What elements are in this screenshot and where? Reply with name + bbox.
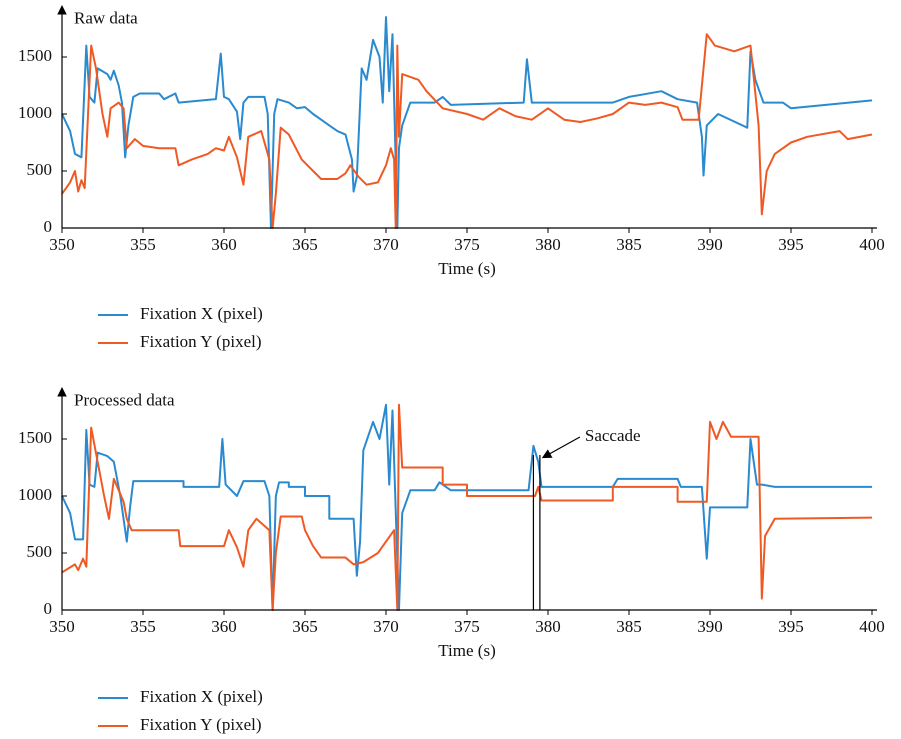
annotation-label: Saccade <box>585 426 641 445</box>
x-axis-label: Time (s) <box>438 259 495 278</box>
legend-label: Fixation Y (pixel) <box>140 332 262 351</box>
data-line <box>61 16 873 229</box>
panel-title: Raw data <box>74 8 138 27</box>
y-tick-label: 1000 <box>18 485 52 504</box>
legend-label: Fixation Y (pixel) <box>140 715 262 734</box>
x-tick-label: 350 <box>49 617 75 636</box>
x-tick-label: 390 <box>697 235 723 254</box>
x-tick-label: 370 <box>373 235 399 254</box>
x-tick-label: 365 <box>292 617 318 636</box>
x-tick-label: 380 <box>535 235 561 254</box>
x-tick-label: 355 <box>130 235 156 254</box>
x-tick-label: 355 <box>130 617 156 636</box>
x-tick-label: 350 <box>49 235 75 254</box>
x-tick-label: 385 <box>616 235 642 254</box>
y-tick-label: 500 <box>27 160 53 179</box>
x-tick-label: 375 <box>454 235 480 254</box>
y-tick-label: 0 <box>44 217 53 236</box>
x-tick-label: 390 <box>697 617 723 636</box>
x-axis-label: Time (s) <box>438 641 495 660</box>
y-tick-label: 1000 <box>18 103 52 122</box>
x-tick-label: 380 <box>535 617 561 636</box>
x-tick-label: 385 <box>616 617 642 636</box>
x-tick-label: 400 <box>859 235 885 254</box>
y-tick-label: 0 <box>44 599 53 618</box>
y-tick-label: 1500 <box>18 46 52 65</box>
x-tick-label: 360 <box>211 235 237 254</box>
legend-label: Fixation X (pixel) <box>140 687 263 706</box>
panel-title: Processed data <box>74 390 175 409</box>
data-line <box>61 33 873 229</box>
x-tick-label: 375 <box>454 617 480 636</box>
annotation-arrow <box>541 436 581 459</box>
x-tick-label: 365 <box>292 235 318 254</box>
x-tick-label: 400 <box>859 617 885 636</box>
x-tick-label: 370 <box>373 617 399 636</box>
x-tick-label: 395 <box>778 235 804 254</box>
x-tick-label: 360 <box>211 617 237 636</box>
y-tick-label: 1500 <box>18 428 52 447</box>
data-line <box>61 403 872 611</box>
y-tick-label: 500 <box>27 542 53 561</box>
data-line <box>61 403 873 611</box>
legend-label: Fixation X (pixel) <box>140 304 263 323</box>
x-tick-label: 395 <box>778 617 804 636</box>
